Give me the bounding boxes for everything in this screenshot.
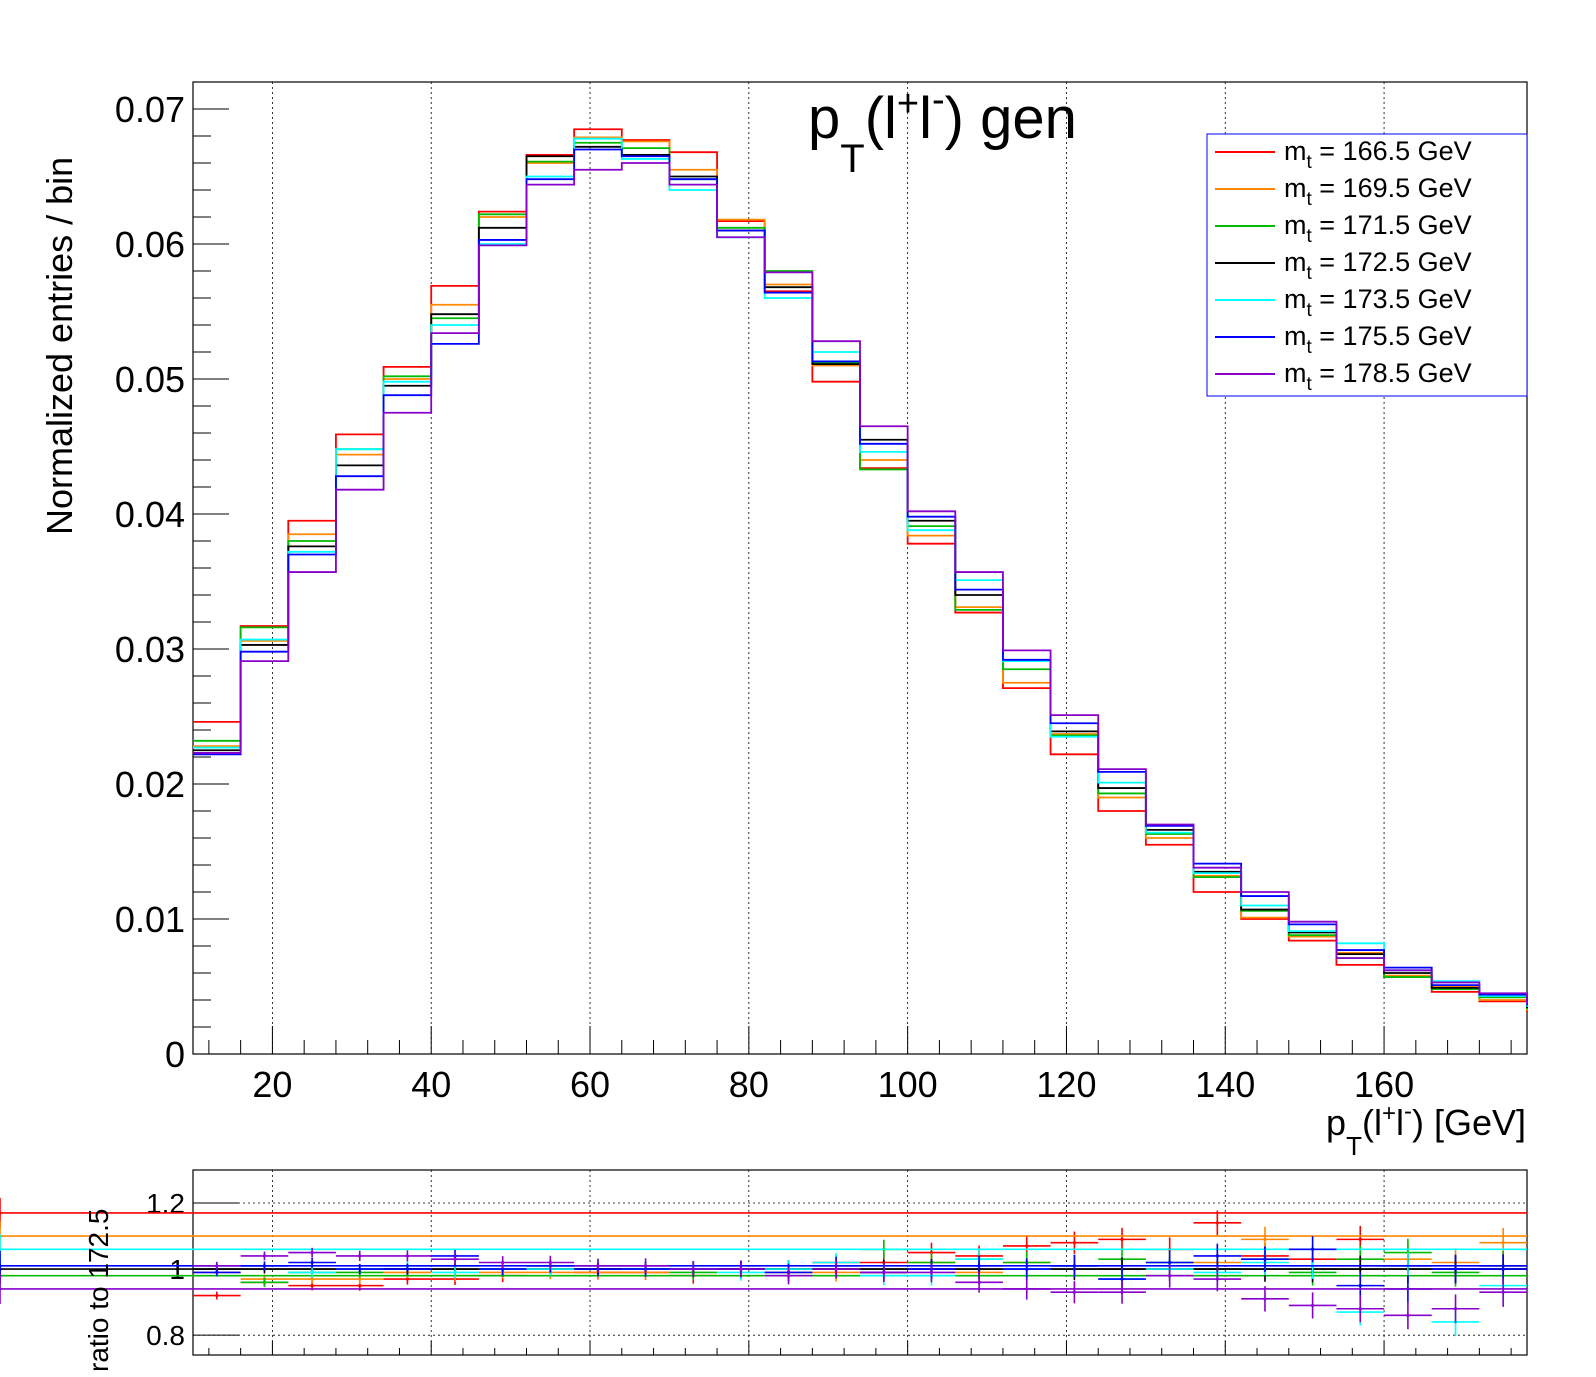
x-tick-label: 60	[570, 1064, 610, 1105]
y-tick-label: 0	[165, 1034, 185, 1075]
ratio-point-marker	[929, 1270, 934, 1275]
y-tick-label: 0.05	[115, 359, 185, 400]
ratio-point-marker	[1501, 1241, 1505, 1245]
legend-label-6: mt = 178.5 GeV	[1284, 358, 1472, 395]
ratio-point-marker	[501, 1260, 505, 1265]
ratio-point-marker	[0, 1211, 2, 1215]
ratio-point-marker	[405, 1277, 409, 1281]
ratio-point-marker	[1263, 1237, 1267, 1241]
ratio-point-marker	[358, 1267, 362, 1271]
ratio-point-marker	[262, 1254, 267, 1258]
y-axis-label: Normalized entries / bin	[39, 157, 80, 535]
ratio-series-group	[0, 1197, 1527, 1337]
ratio-point-marker	[1453, 1267, 1458, 1271]
ratio-point-marker	[1358, 1284, 1362, 1288]
x-tick-label: 140	[1195, 1064, 1255, 1105]
y-tick-label: 0.01	[115, 899, 185, 940]
ratio-point-marker	[1215, 1277, 1219, 1281]
ratio-point-marker	[310, 1260, 314, 1265]
ratio-point-marker	[1453, 1307, 1458, 1311]
x-tick-label: 120	[1036, 1064, 1096, 1105]
legend-label-4: mt = 173.5 GeV	[1284, 284, 1472, 321]
ratio-point-marker	[1168, 1260, 1172, 1265]
legend-label-0: mt = 166.5 GeV	[1284, 136, 1472, 173]
ratio-point-marker	[405, 1254, 409, 1258]
ratio-point-marker	[1311, 1247, 1315, 1251]
ratio-point-marker	[310, 1284, 314, 1288]
histogram-178_5	[193, 162, 1528, 1005]
plot-title: pT(l+l-) gen	[808, 79, 1077, 181]
ratio-point-marker	[1406, 1313, 1410, 1317]
ratio-point-marker	[453, 1257, 457, 1261]
ratio-point-marker	[1501, 1290, 1505, 1294]
ratio-point-marker	[548, 1260, 552, 1265]
ratio-point-marker	[501, 1267, 505, 1271]
ratio-point-marker	[1215, 1254, 1219, 1258]
ratio-point-marker	[644, 1264, 648, 1268]
ratio-point-marker	[786, 1274, 791, 1278]
x-tick-label: 80	[729, 1064, 769, 1105]
ratio-point-marker	[739, 1267, 743, 1271]
x-tick-label: 40	[411, 1064, 451, 1105]
x-tick-label: 20	[252, 1064, 292, 1105]
ratio-point-marker	[0, 1287, 2, 1291]
legend-label-2: mt = 171.5 GeV	[1284, 210, 1472, 247]
ratio-point-marker	[262, 1280, 267, 1284]
legend-box	[1206, 133, 1528, 397]
legend-label-5: mt = 175.5 GeV	[1284, 321, 1472, 358]
ratio-point-marker	[596, 1264, 600, 1268]
ratio-point-marker	[1072, 1290, 1076, 1294]
ratio-point-marker	[1358, 1237, 1362, 1241]
ratio-point-marker	[834, 1267, 838, 1271]
ratio-y-tick-label: 0.8	[146, 1320, 185, 1351]
ratio-point-marker	[358, 1277, 362, 1281]
ratio-point-marker	[1168, 1274, 1172, 1278]
ratio-point-marker	[691, 1267, 695, 1271]
x-tick-label: 100	[878, 1064, 938, 1105]
ratio-point-marker	[977, 1280, 981, 1284]
y-tick-label: 0.03	[115, 629, 185, 670]
ratio-point-marker	[1025, 1244, 1029, 1248]
ratio-point-marker	[358, 1254, 362, 1258]
ratio-y-tick-label: 1.2	[146, 1188, 185, 1219]
ratio-point-marker	[310, 1270, 314, 1275]
ratio-point-marker	[1358, 1307, 1362, 1311]
ratio-point-marker	[0, 1264, 2, 1268]
y-tick-label: 0.02	[115, 764, 185, 805]
ratio-point-marker	[358, 1284, 362, 1288]
main-series-group	[193, 128, 1528, 1013]
ratio-point-marker	[215, 1270, 219, 1275]
ratio-point-marker	[882, 1270, 886, 1275]
x-axis-label: pT(l+l-) [GeV]	[1326, 1098, 1526, 1161]
ratio-point-marker	[1215, 1221, 1219, 1225]
ratio-point-marker	[453, 1270, 457, 1275]
legend-label-3: mt = 172.5 GeV	[1284, 247, 1472, 284]
ratio-point-marker	[405, 1267, 409, 1271]
y-tick-label: 0.06	[115, 224, 185, 265]
ratio-point-marker	[1072, 1241, 1076, 1245]
ratio-point-marker	[0, 1247, 2, 1251]
x-tick-label: 160	[1354, 1064, 1414, 1105]
y-tick-label: 0.07	[115, 89, 185, 130]
ratio-y-axis-label: ratio to 172.5	[83, 1209, 114, 1372]
ratio-point-marker	[310, 1277, 314, 1281]
ratio-point-marker	[1025, 1267, 1029, 1271]
ratio-point-marker	[1501, 1267, 1505, 1271]
ratio-point-marker	[1120, 1290, 1124, 1294]
main-axis-ticks: 20 40 60 80 100 120 140 160 0 0.01 0.02 0.03 0.04 0.0…	[115, 89, 1512, 1105]
ratio-point-marker	[215, 1264, 219, 1268]
ratio-point-marker	[1263, 1297, 1267, 1301]
ratio-point-marker	[1120, 1237, 1124, 1241]
ratio-point-marker	[1311, 1303, 1315, 1308]
ratio-point-marker	[1120, 1277, 1124, 1281]
ratio-point-marker	[310, 1250, 314, 1255]
legend-label-1: mt = 169.5 GeV	[1284, 173, 1472, 210]
ratio-point-marker	[1263, 1257, 1267, 1261]
y-tick-label: 0.04	[115, 494, 185, 535]
ratio-point-marker	[215, 1293, 219, 1298]
